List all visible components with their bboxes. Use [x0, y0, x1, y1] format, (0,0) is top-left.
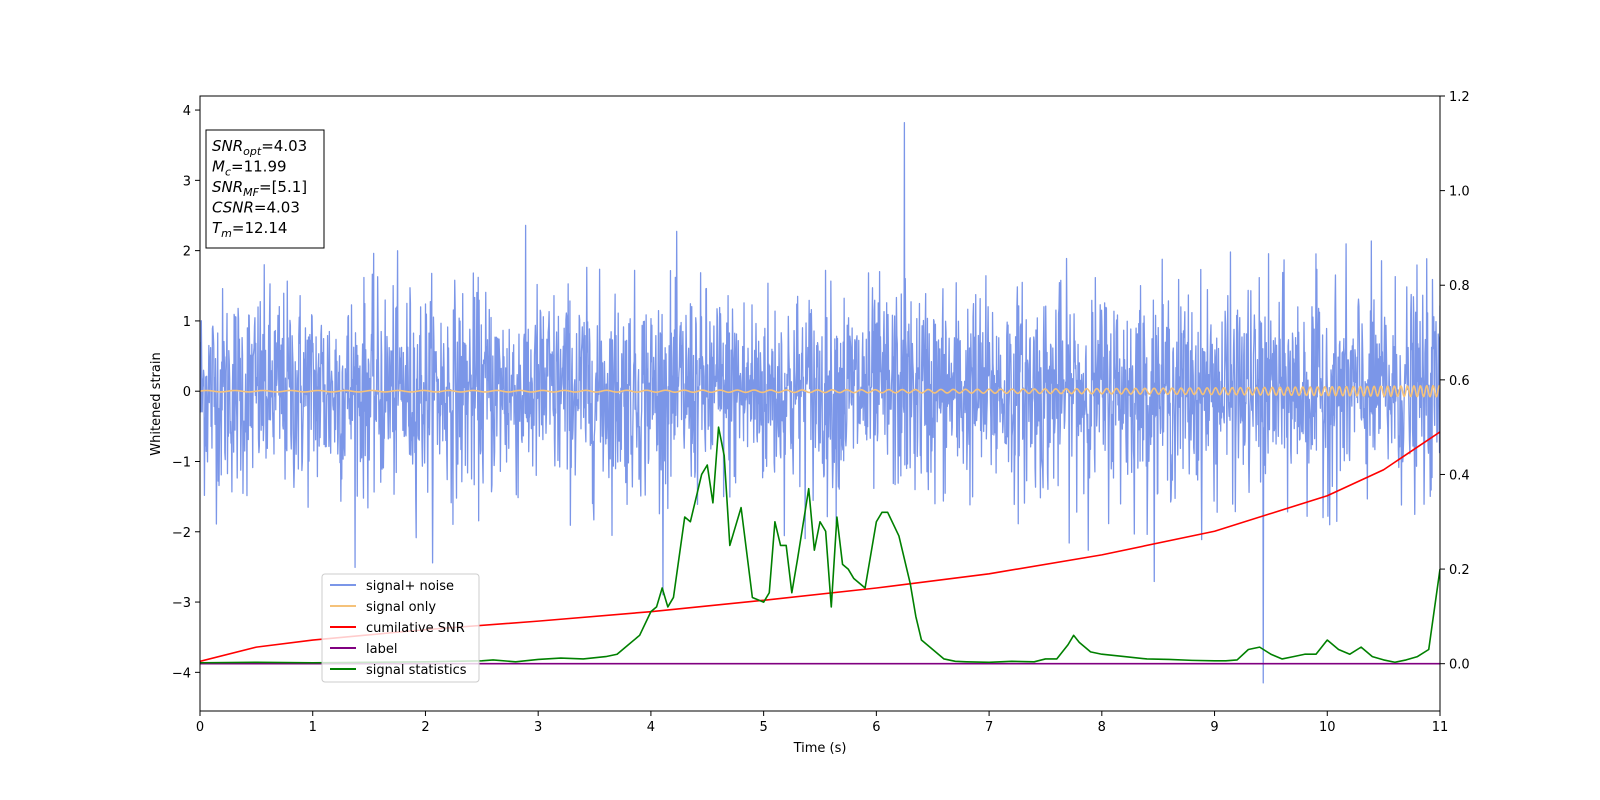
y-tick-label: −4	[172, 666, 191, 681]
info-line: SNRMF=[5.1]	[212, 178, 307, 199]
y2-tick-label: 0.4	[1449, 468, 1470, 483]
x-tick-label: 9	[1210, 720, 1218, 735]
legend: signal+ noise signal only cumilative SNR la…	[321, 573, 480, 683]
x-tick-label: 0	[196, 720, 204, 735]
legend-label: signal only	[366, 600, 436, 615]
y2-tick-label: 1.0	[1449, 185, 1470, 200]
info-box-frame	[205, 129, 325, 249]
legend-label: cumilative SNR	[366, 621, 465, 636]
y2-tick-label: 1.2	[1449, 90, 1470, 105]
info-line: Mc=11.99	[212, 158, 287, 179]
x-tick-label: 2	[421, 720, 429, 735]
y-tick-label: 4	[183, 104, 191, 119]
x-tick-label: 7	[985, 720, 993, 735]
x-axis-title: Time (s)	[793, 741, 847, 756]
y-tick-label: 2	[183, 245, 191, 260]
x-tick-label: 3	[534, 720, 542, 735]
y2-tick-label: 0.8	[1449, 279, 1470, 294]
y-tick-label: 0	[183, 385, 191, 400]
y2-tick-label: 0.0	[1449, 658, 1470, 673]
series-line-4	[200, 426, 1440, 664]
y-axis-right: 1.2 1.0 0.8 0.6 0.4 0.2 0.0	[1440, 90, 1470, 673]
y-axis-left: 4 3 2 1 0 −1 −2 −3 −4	[172, 104, 200, 681]
x-tick-label: 1	[309, 720, 317, 735]
info-line: Tm=12.14	[212, 219, 287, 240]
x-tick-label: 11	[1432, 720, 1449, 735]
y-tick-label: 3	[183, 174, 191, 189]
y-tick-label: 1	[183, 315, 191, 330]
y-axis-title: Whitened strain	[149, 352, 164, 455]
y-tick-label: −3	[172, 596, 191, 611]
x-tick-label: 10	[1319, 720, 1336, 735]
legend-label: label	[366, 642, 397, 657]
legend-label: signal statistics	[366, 663, 467, 678]
y-tick-label: −1	[172, 455, 191, 470]
x-tick-label: 5	[759, 720, 767, 735]
x-tick-label: 6	[872, 720, 880, 735]
legend-frame	[321, 573, 480, 683]
legend-label: signal+ noise	[366, 579, 454, 594]
series-line-1	[200, 384, 1440, 398]
x-tick-label: 8	[1098, 720, 1106, 735]
y-tick-label: −2	[172, 526, 191, 541]
y2-tick-label: 0.6	[1449, 374, 1470, 389]
info-line: SNRopt=4.03	[212, 137, 307, 158]
x-axis: 0 1 2 3 4 5 6 7 8 9 10 11	[196, 711, 1448, 735]
series-line-0	[200, 122, 1440, 684]
x-tick-label: 4	[647, 720, 655, 735]
info-line: CSNR=4.03	[212, 199, 300, 217]
y2-tick-label: 0.2	[1449, 563, 1470, 578]
plot-frame	[199, 95, 1441, 712]
